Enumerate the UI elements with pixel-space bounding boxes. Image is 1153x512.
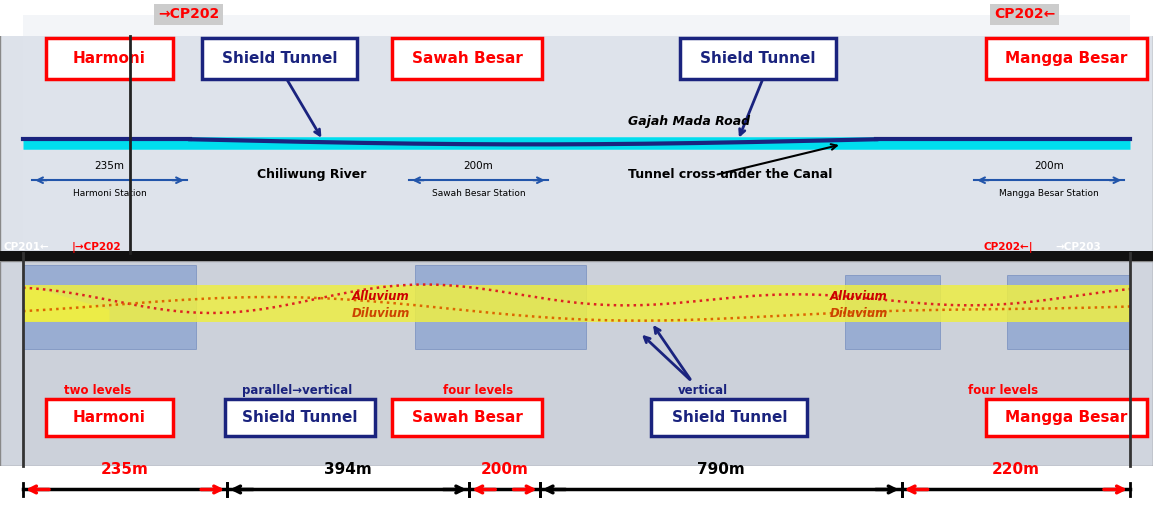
Bar [1007, 275, 1130, 349]
Text: Shield Tunnel: Shield Tunnel [671, 410, 787, 425]
Text: Mangga Besar Station: Mangga Besar Station [1000, 189, 1099, 199]
FancyBboxPatch shape [986, 399, 1147, 436]
Text: Gajah Mada Road: Gajah Mada Road [628, 115, 751, 129]
Text: CP201←: CP201← [3, 242, 50, 252]
Bar [845, 275, 940, 349]
Bar [23, 261, 1130, 466]
Text: Alluvium: Alluvium [352, 290, 409, 304]
Text: Harmoni Station: Harmoni Station [73, 189, 146, 199]
Text: four levels: four levels [969, 383, 1038, 397]
Text: Harmoni: Harmoni [73, 51, 146, 67]
Text: Sawah Besar: Sawah Besar [412, 51, 522, 67]
Polygon shape [23, 285, 110, 322]
Text: Tunnel cross under the Canal: Tunnel cross under the Canal [628, 167, 832, 181]
FancyBboxPatch shape [986, 38, 1147, 79]
Text: Mangga Besar: Mangga Besar [1005, 51, 1128, 67]
FancyBboxPatch shape [225, 399, 375, 436]
Text: Diluvium: Diluvium [352, 307, 410, 320]
Text: Chiliwung River: Chiliwung River [257, 167, 366, 181]
FancyBboxPatch shape [680, 38, 836, 79]
Text: Mangga Besar: Mangga Besar [1005, 410, 1128, 425]
Text: Harmoni: Harmoni [73, 410, 146, 425]
Bar [23, 15, 1130, 251]
FancyBboxPatch shape [46, 38, 173, 79]
Text: Diluvium: Diluvium [830, 307, 889, 320]
Text: 790m: 790m [696, 462, 745, 477]
Bar [0, 8, 1153, 253]
Text: vertical: vertical [678, 383, 729, 397]
Bar [415, 265, 586, 349]
FancyBboxPatch shape [392, 399, 542, 436]
Bar [0, 261, 1153, 466]
Text: Shield Tunnel: Shield Tunnel [700, 51, 816, 67]
Text: Sawah Besar Station: Sawah Besar Station [431, 189, 526, 199]
Text: Shield Tunnel: Shield Tunnel [242, 410, 357, 425]
Text: Alluvium: Alluvium [830, 290, 888, 304]
Text: 220m: 220m [992, 462, 1040, 477]
Bar [23, 265, 196, 349]
Text: 200m: 200m [1034, 161, 1064, 171]
Text: 200m: 200m [464, 161, 493, 171]
Text: 394m: 394m [324, 462, 372, 477]
Text: Sawah Besar: Sawah Besar [412, 410, 522, 425]
FancyBboxPatch shape [46, 399, 173, 436]
FancyBboxPatch shape [392, 38, 542, 79]
FancyBboxPatch shape [202, 38, 357, 79]
FancyBboxPatch shape [651, 399, 807, 436]
Text: →CP202: →CP202 [158, 7, 219, 22]
Text: |→CP202: |→CP202 [71, 242, 121, 253]
Text: four levels: four levels [444, 383, 513, 397]
Bar [0, 466, 1153, 512]
Text: →CP203: →CP203 [1055, 242, 1101, 252]
Text: CP202←: CP202← [994, 7, 1055, 22]
Text: CP202←|: CP202←| [984, 242, 1033, 253]
Bar [23, 285, 1130, 322]
Text: Shield Tunnel: Shield Tunnel [221, 51, 338, 67]
Bar [0, 251, 1153, 261]
Text: 235m: 235m [95, 161, 125, 171]
Text: two levels: two levels [65, 383, 131, 397]
Text: parallel→vertical: parallel→vertical [242, 383, 353, 397]
Bar [0, 0, 1153, 36]
Text: 200m: 200m [481, 462, 528, 477]
Text: 235m: 235m [101, 462, 149, 477]
